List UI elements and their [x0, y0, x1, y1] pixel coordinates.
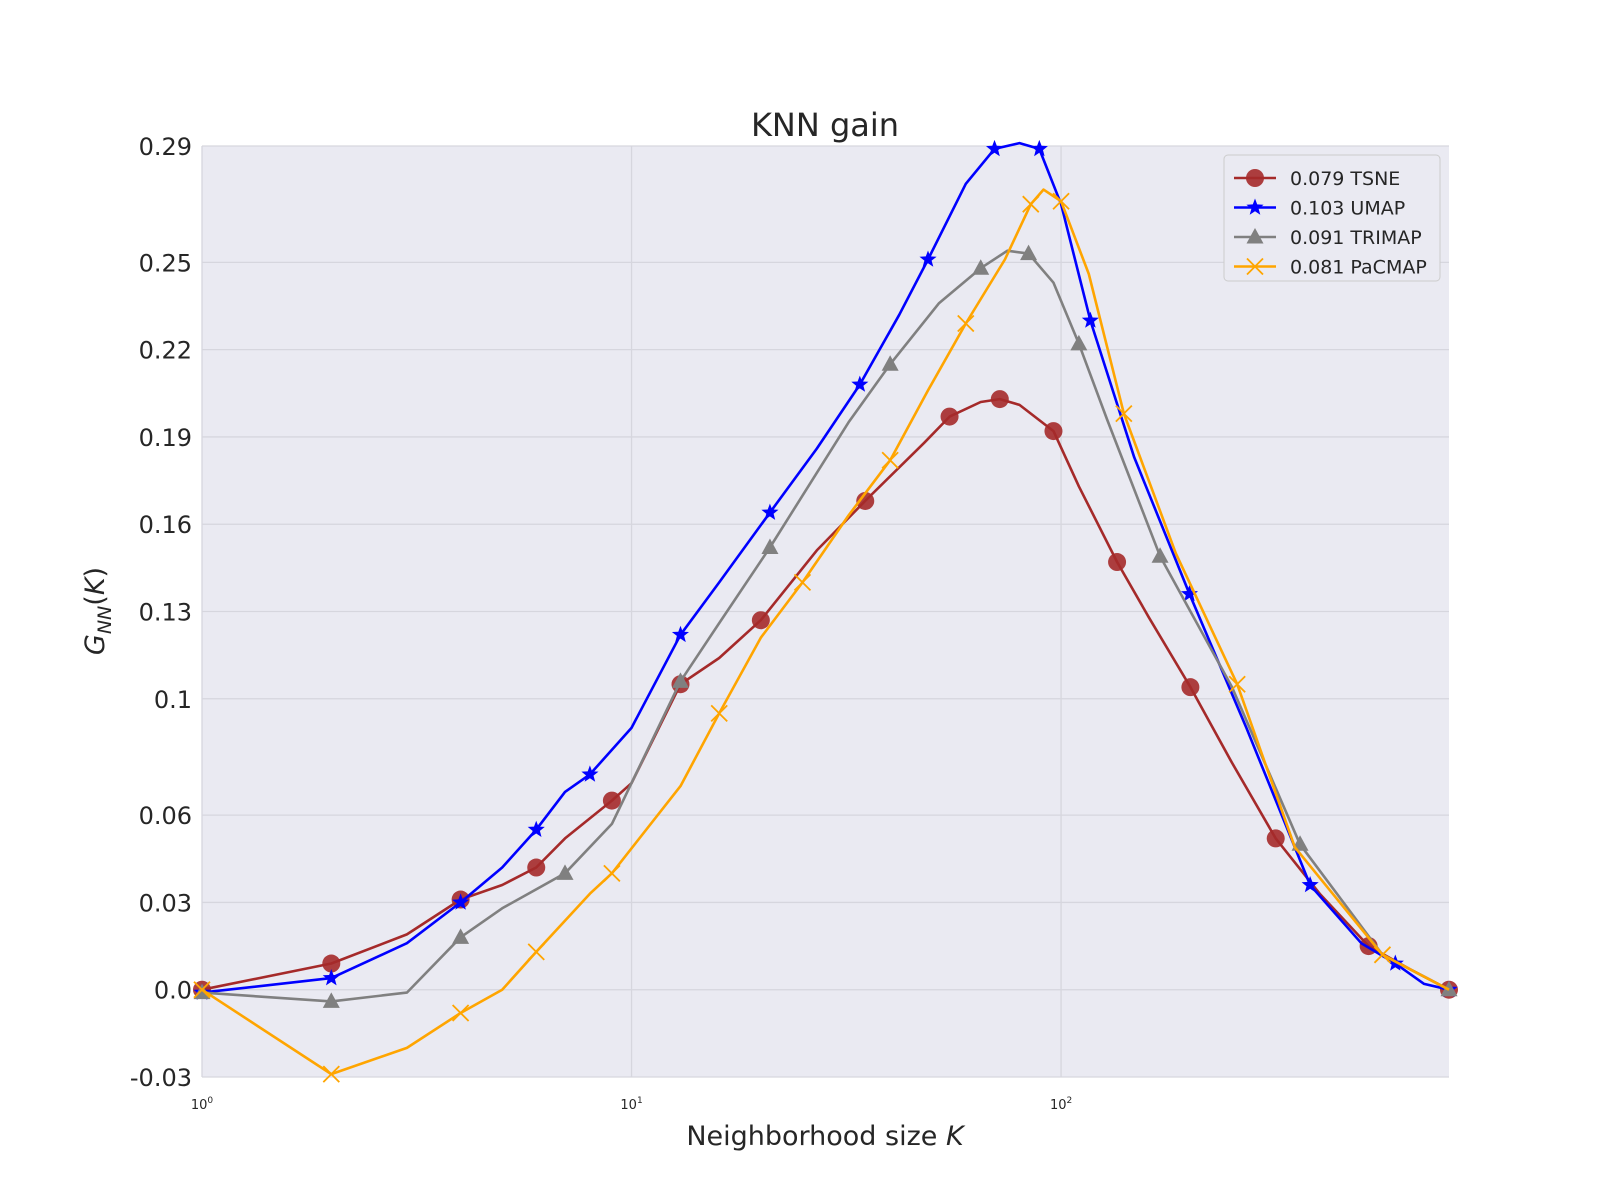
- x-axis-label: Neighborhood size K: [686, 1121, 966, 1152]
- data-point: [986, 139, 1004, 157]
- data-point: [957, 314, 975, 333]
- data-point: [452, 928, 470, 944]
- y-tick-label: 0.19: [139, 424, 192, 452]
- y-tick-label: 0.0: [154, 977, 192, 1005]
- data-point: [322, 1065, 340, 1083]
- data-point: [527, 820, 545, 837]
- data-point: [751, 611, 770, 630]
- y-axis-label: GNN(K): [80, 567, 116, 655]
- series-line: [201, 249, 1450, 1003]
- data-point: [1030, 139, 1048, 157]
- data-point: [1151, 547, 1169, 563]
- legend-label: 0.081 PaCMAP: [1290, 257, 1427, 279]
- data-point: [793, 573, 812, 592]
- x-tick-label: 101: [620, 1096, 642, 1113]
- data-point: [452, 893, 470, 910]
- data-point: [881, 451, 899, 469]
- data-point: [1301, 876, 1319, 893]
- chart-title: KNN gain: [751, 106, 899, 144]
- data-point: [581, 765, 599, 782]
- legend-marker: [1246, 198, 1264, 215]
- data-point: [990, 390, 1009, 409]
- data-point: [322, 954, 341, 973]
- data-point: [1022, 195, 1040, 213]
- legend-label: 0.079 TSNE: [1290, 168, 1400, 190]
- legend: 0.079 TSNE 0.103 UMAP 0.091 TRIMAP 0.081 Pa…: [1223, 154, 1441, 282]
- data-point: [603, 864, 621, 882]
- data-point: [1070, 334, 1088, 351]
- y-tick-label: 0.1: [154, 686, 192, 714]
- legend-item: 0.081 PaCMAP: [1234, 257, 1427, 279]
- series-line: [201, 141, 1450, 994]
- legend-item: 0.079 TSNE: [1234, 168, 1400, 190]
- y-tick-label: 0.03: [139, 889, 192, 917]
- y-tick-label: 0.16: [139, 511, 192, 539]
- data-point: [1108, 553, 1127, 572]
- data-point: [193, 981, 211, 999]
- y-tick-label: 0.06: [139, 802, 192, 830]
- data-point: [671, 672, 689, 688]
- y-tick-label: 0.22: [139, 337, 192, 365]
- data-point: [671, 625, 689, 643]
- data-point: [940, 407, 959, 426]
- x-axis-ticks: 100 101 102: [191, 1096, 1072, 1113]
- data-point: [1081, 311, 1099, 328]
- legend-box: [1223, 154, 1441, 282]
- series-x: [193, 188, 1450, 1083]
- data-point: [710, 704, 728, 722]
- series-circle: [193, 390, 1458, 999]
- data-point: [602, 791, 621, 810]
- legend-item: 0.103 UMAP: [1234, 198, 1405, 220]
- y-tick-label: 0.25: [139, 249, 192, 277]
- data-point: [322, 992, 340, 1008]
- data-point: [1052, 192, 1070, 210]
- data-point: [1044, 422, 1063, 441]
- series-layer: [193, 139, 1458, 1083]
- data-point: [1181, 678, 1200, 697]
- legend-marker: [1246, 257, 1264, 276]
- data-point: [556, 864, 574, 880]
- data-point: [851, 375, 869, 392]
- data-point: [193, 983, 211, 1000]
- y-tick-label: 0.13: [139, 599, 192, 627]
- data-point: [1266, 829, 1285, 848]
- data-point: [761, 503, 779, 520]
- data-point: [527, 943, 545, 961]
- x-tick-label: 102: [1050, 1096, 1072, 1113]
- legend-label: 0.103 UMAP: [1290, 198, 1405, 220]
- x-tick-label: 100: [191, 1096, 214, 1113]
- data-point: [1115, 405, 1133, 423]
- data-point: [451, 1004, 470, 1022]
- data-point: [1373, 946, 1392, 964]
- y-tick-label: -0.03: [130, 1064, 192, 1092]
- data-point: [972, 259, 990, 275]
- data-point: [322, 969, 340, 986]
- legend-marker: [1246, 228, 1264, 244]
- legend-item: 0.091 TRIMAP: [1234, 227, 1422, 249]
- data-point: [761, 538, 779, 554]
- data-point: [1020, 244, 1038, 261]
- data-point: [1228, 675, 1246, 693]
- data-point: [881, 355, 899, 371]
- y-tick-label: 0.29: [139, 133, 192, 161]
- legend-label: 0.091 TRIMAP: [1290, 227, 1422, 249]
- data-point: [856, 491, 875, 510]
- data-point: [1180, 585, 1198, 602]
- y-axis-ticks: -0.03 0.0 0.03 0.06 0.1 0.13 0.16 0.19 0.22 0.25 0…: [130, 133, 192, 1092]
- legend-marker: [1246, 169, 1264, 187]
- data-point: [527, 858, 546, 877]
- data-point: [919, 250, 937, 267]
